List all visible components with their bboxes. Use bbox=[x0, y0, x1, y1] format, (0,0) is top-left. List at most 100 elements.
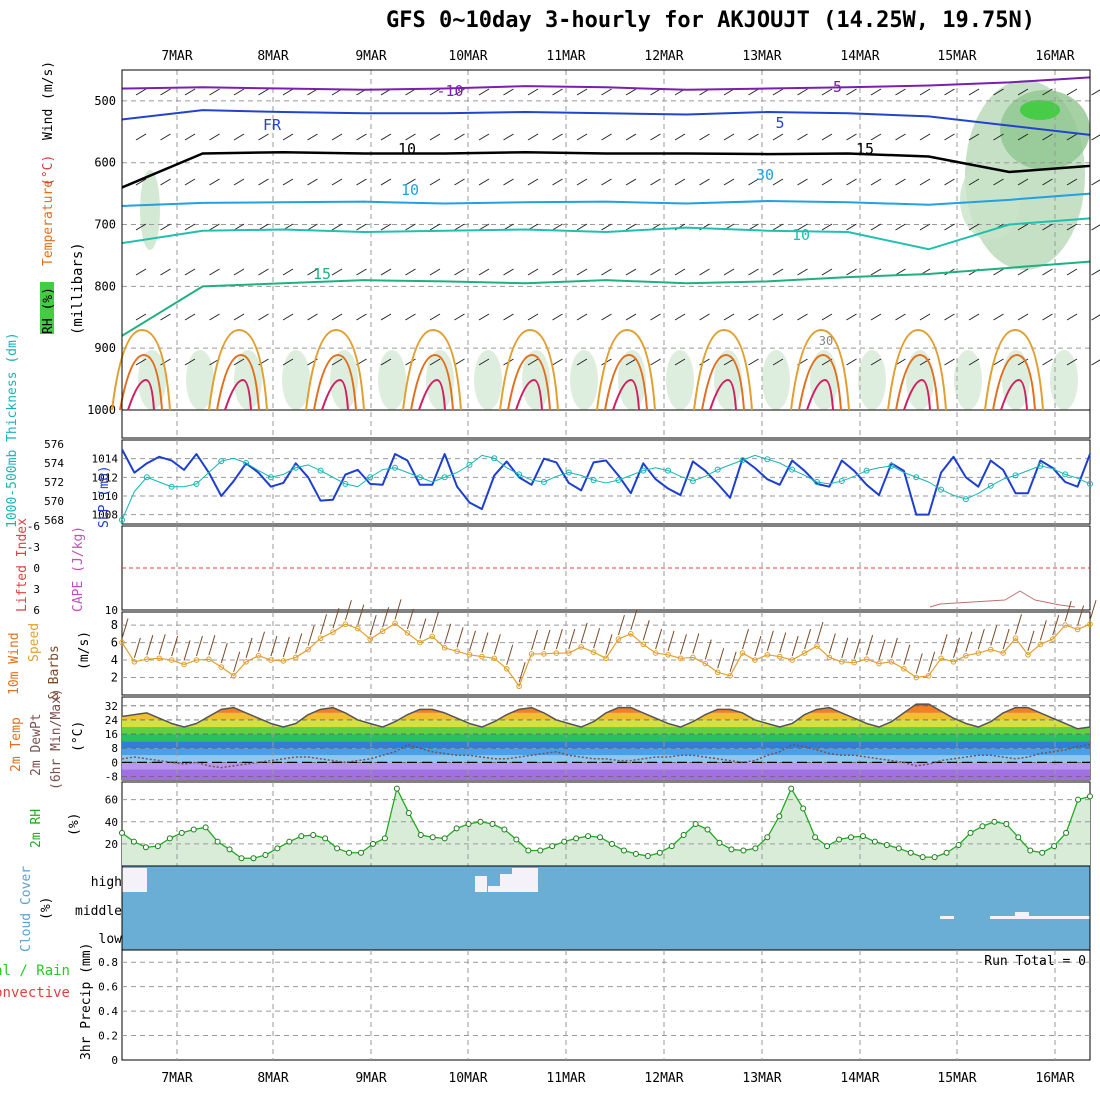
wind-barb bbox=[1042, 223, 1053, 231]
wind-barb bbox=[394, 599, 402, 620]
wind-barb bbox=[895, 358, 906, 366]
thickness-marker bbox=[863, 467, 870, 474]
wind-speed-marker bbox=[913, 674, 920, 681]
rh-marker bbox=[644, 853, 651, 860]
wind-barb bbox=[1091, 359, 1100, 366]
wind-barb bbox=[601, 223, 612, 231]
wind-barb bbox=[456, 627, 464, 648]
rh-marker bbox=[1003, 821, 1010, 827]
rh-marker bbox=[477, 818, 484, 825]
wind-barb bbox=[552, 313, 563, 321]
wind-speed-marker bbox=[565, 650, 572, 656]
contour-label: -10 bbox=[436, 82, 463, 100]
wind-barb bbox=[605, 634, 613, 655]
wind-barb bbox=[797, 88, 808, 96]
wind-barb bbox=[650, 178, 661, 186]
wind-speed-marker bbox=[714, 669, 721, 676]
wind-barb bbox=[993, 178, 1004, 186]
bottom-date-label: 12MAR bbox=[644, 1071, 683, 1086]
precip-tick-label: 0 bbox=[111, 1054, 118, 1067]
thickness-marker bbox=[789, 466, 796, 473]
temperature-line bbox=[121, 703, 1091, 730]
wind-barb bbox=[503, 88, 514, 96]
wind-speed-marker bbox=[963, 652, 969, 659]
rh-marker bbox=[190, 826, 197, 833]
wind-barb bbox=[282, 133, 294, 141]
thickness-marker bbox=[615, 477, 622, 484]
bottom-date-label: 9MAR bbox=[355, 1071, 386, 1086]
wind-speed-marker bbox=[503, 665, 510, 672]
wind-barb bbox=[135, 178, 147, 186]
wind-barb bbox=[307, 223, 318, 231]
rh-marker bbox=[142, 844, 149, 851]
wind-speed-marker bbox=[764, 652, 771, 658]
wind-tick-label: 4 bbox=[111, 653, 118, 667]
wind-barb bbox=[742, 628, 749, 650]
wind-barb bbox=[380, 178, 392, 186]
temp-contour-boundary bbox=[127, 378, 155, 411]
thickness-marker bbox=[466, 461, 473, 468]
wind-barb bbox=[797, 133, 808, 141]
thickness-marker bbox=[516, 471, 523, 478]
rh-marker bbox=[381, 835, 388, 842]
precip-total-label: Total / Rain bbox=[0, 963, 70, 979]
wind-barb bbox=[478, 268, 490, 276]
wind-speed-marker bbox=[950, 659, 957, 665]
wind-barb bbox=[209, 178, 220, 186]
wind-speed-marker bbox=[392, 620, 398, 627]
wind-barb bbox=[531, 629, 539, 651]
li-tick-label: -3 bbox=[27, 541, 40, 554]
wind-speed-marker bbox=[193, 657, 200, 663]
wind-barb bbox=[1015, 614, 1023, 635]
wind-speed-marker bbox=[901, 665, 907, 672]
wind-barb bbox=[555, 628, 563, 650]
rh-marker bbox=[202, 824, 209, 831]
wind-barb bbox=[968, 133, 980, 141]
wind-barb bbox=[454, 313, 465, 321]
top-date-label: 12MAR bbox=[644, 49, 683, 64]
wind-barb bbox=[209, 133, 220, 141]
temp-contour-boundary bbox=[1000, 378, 1028, 411]
rh-shading bbox=[426, 350, 454, 410]
rh-tick-label: 60 bbox=[105, 794, 118, 807]
wind-barb bbox=[601, 88, 612, 96]
wind-barb bbox=[233, 223, 245, 231]
wind-barb bbox=[429, 358, 441, 366]
wind-barb bbox=[870, 88, 882, 96]
bottom-date-label: 8MAR bbox=[257, 1071, 288, 1086]
temperature-contour bbox=[121, 76, 1091, 91]
wind-barb bbox=[344, 600, 352, 621]
wind-speed-marker bbox=[1087, 621, 1093, 628]
wind-barb bbox=[270, 635, 278, 657]
wind-barb bbox=[944, 88, 955, 96]
wind-barb bbox=[454, 88, 465, 96]
rh-marker bbox=[847, 834, 854, 841]
thickness-marker bbox=[168, 483, 175, 490]
wind-barb bbox=[331, 178, 343, 186]
thickness-marker bbox=[392, 464, 399, 471]
temp-contour-boundary bbox=[208, 328, 268, 411]
rh-marker bbox=[991, 818, 998, 825]
wind-barb bbox=[866, 635, 874, 656]
wind-barb bbox=[754, 635, 762, 657]
rh-shading bbox=[762, 350, 790, 410]
wind-barb bbox=[478, 358, 490, 366]
wind-barb bbox=[944, 133, 955, 141]
wind-barb bbox=[307, 625, 315, 646]
temp-contour-boundary bbox=[418, 378, 446, 411]
wind-barb bbox=[895, 223, 906, 231]
temperature-tick-label: 16 bbox=[105, 728, 118, 741]
wind-barb bbox=[779, 632, 787, 653]
wind-speed-marker bbox=[553, 650, 560, 656]
wind-barb bbox=[454, 358, 465, 366]
wind-barb bbox=[1091, 224, 1100, 231]
wind-barb bbox=[282, 268, 294, 276]
rh-marker bbox=[369, 840, 376, 847]
rh-marker bbox=[752, 845, 759, 852]
temp-contour-boundary bbox=[410, 353, 454, 411]
wind-speed-marker bbox=[441, 645, 448, 651]
top-date-label: 7MAR bbox=[161, 49, 192, 64]
wind-speed-marker bbox=[851, 659, 858, 666]
wind-speed-marker bbox=[702, 660, 709, 667]
wind-barb bbox=[791, 635, 799, 657]
